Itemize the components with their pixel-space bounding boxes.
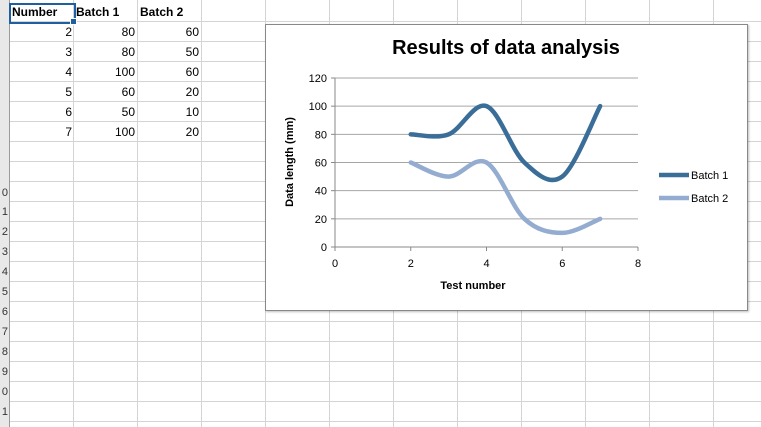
y-tick-label: 120: [309, 73, 327, 85]
y-tick-label: 80: [315, 129, 327, 141]
cell-batch-1[interactable]: 100: [114, 125, 135, 139]
y-tick-label: 60: [315, 158, 327, 170]
cell-batch-2[interactable]: 10: [185, 105, 199, 119]
row-number[interactable]: 2: [1, 226, 8, 238]
cell-number[interactable]: 6: [65, 105, 72, 119]
y-tick-label: 40: [315, 186, 327, 198]
active-cell-outline: [9, 3, 76, 24]
cell-batch-1[interactable]: 100: [114, 65, 135, 79]
cell-batch-2[interactable]: 50: [185, 45, 199, 59]
row-number[interactable]: 6: [1, 306, 8, 318]
column-gridline: [73, 0, 74, 427]
x-tick-label: 2: [408, 258, 414, 270]
header-cell-batch-1[interactable]: Batch 1: [76, 5, 120, 19]
cell-number[interactable]: 2: [65, 25, 72, 39]
x-tick-label: 6: [559, 258, 565, 270]
series-lines: [408, 103, 603, 236]
row-number[interactable]: 1: [1, 406, 8, 418]
gridlines: [331, 77, 639, 251]
row-number[interactable]: 1: [1, 206, 8, 218]
row-number[interactable]: 5: [1, 286, 8, 298]
cell-batch-1[interactable]: 50: [121, 105, 135, 119]
y-axis-label: Data length (mm): [284, 117, 296, 207]
row-gridline: [0, 341, 761, 342]
x-axis-label: Test number: [440, 280, 506, 292]
cell-number[interactable]: 5: [65, 85, 72, 99]
series-line-batch-1: [408, 103, 603, 183]
legend: Batch 1 Batch 2: [659, 170, 728, 205]
y-tick-label: 20: [315, 214, 327, 226]
column-gridline: [137, 0, 138, 427]
column-gridline: [201, 0, 202, 427]
cell-batch-2[interactable]: 20: [185, 125, 199, 139]
chart-object[interactable]: Results of data analysis Test number Dat…: [265, 24, 748, 311]
header-cell-batch-2[interactable]: Batch 2: [140, 5, 184, 19]
row-gridline: [0, 361, 761, 362]
row-number[interactable]: 0: [1, 386, 8, 398]
y-tick-label: 100: [309, 101, 327, 113]
row-gridline: [0, 21, 761, 22]
row-gridline: [0, 401, 761, 402]
row-number[interactable]: 0: [1, 187, 8, 199]
tick-labels: 0 20 40 60 80 100 120 0 2 4 6 8: [309, 73, 641, 270]
cell-batch-1[interactable]: 60: [121, 85, 135, 99]
row-header-strip[interactable]: [0, 0, 10, 427]
cell-number[interactable]: 3: [65, 45, 72, 59]
row-number[interactable]: 4: [1, 266, 8, 278]
header-cell-number[interactable]: Number: [12, 5, 58, 19]
row-number[interactable]: 8: [1, 346, 8, 358]
x-tick-label: 4: [483, 258, 489, 270]
row-number[interactable]: 7: [1, 326, 8, 338]
y-tick-label: 0: [321, 242, 327, 254]
cell-number[interactable]: 7: [65, 125, 72, 139]
cell-batch-2[interactable]: 20: [185, 85, 199, 99]
row-gridline: [0, 321, 761, 322]
legend-label: Batch 2: [691, 193, 728, 205]
cell-batch-2[interactable]: 60: [185, 25, 199, 39]
cell-number[interactable]: 4: [65, 65, 72, 79]
fill-handle[interactable]: [70, 18, 77, 25]
legend-label: Batch 1: [691, 170, 728, 182]
cell-batch-2[interactable]: 60: [185, 65, 199, 79]
x-tick-label: 8: [635, 258, 641, 270]
row-number[interactable]: 9: [1, 366, 8, 378]
row-gridline: [0, 421, 761, 422]
row-gridline: [0, 381, 761, 382]
series-line-batch-2: [408, 158, 603, 236]
x-tick-label: 0: [332, 258, 338, 270]
line-chart: Results of data analysis Test number Dat…: [284, 37, 728, 292]
cell-batch-1[interactable]: 80: [121, 45, 135, 59]
chart-title: Results of data analysis: [392, 37, 620, 59]
row-number[interactable]: 3: [1, 246, 8, 258]
cell-batch-1[interactable]: 80: [121, 25, 135, 39]
